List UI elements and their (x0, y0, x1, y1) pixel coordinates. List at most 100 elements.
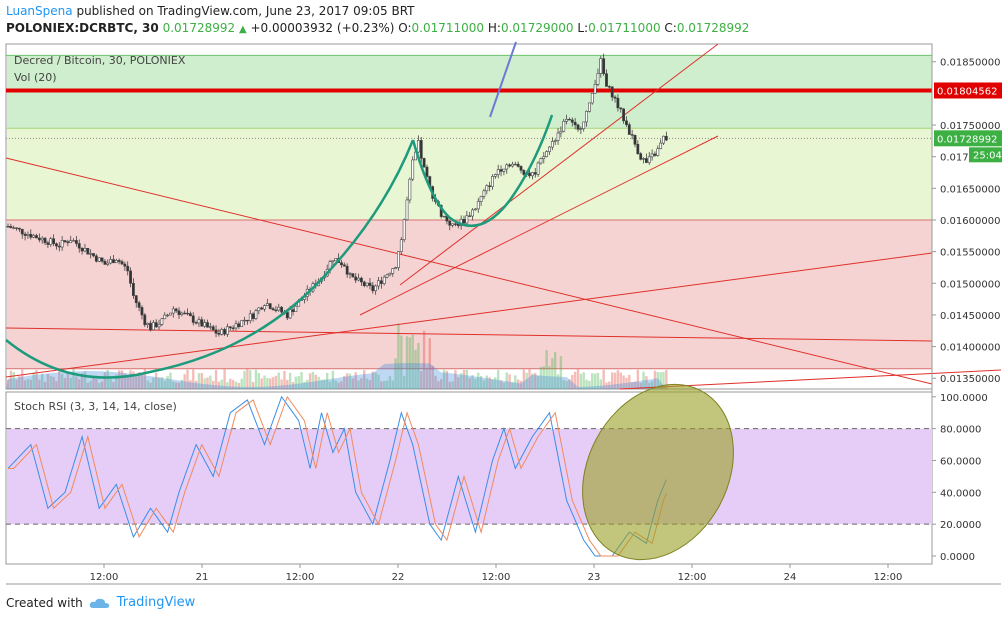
candle-body (183, 312, 187, 315)
volume-bar (454, 370, 457, 389)
candle-body (562, 120, 566, 132)
support-trendline[interactable] (359, 135, 719, 316)
candle-body (582, 121, 586, 130)
volume-bar (9, 370, 13, 389)
candle-body (359, 277, 363, 283)
volume-bar (648, 382, 651, 389)
candle-body (416, 140, 420, 153)
volume-bar (402, 375, 406, 389)
candle-body (129, 270, 132, 284)
volume-bar (194, 380, 198, 389)
cup-drawing (5, 114, 554, 379)
price-tick-label: 0.01450000 (940, 311, 1000, 322)
candle-body (642, 158, 645, 160)
candle-body (471, 209, 474, 217)
candle-body (49, 238, 53, 245)
candle-body (251, 313, 255, 319)
candle-body (516, 163, 520, 167)
volume-bar (593, 373, 597, 389)
candle-body (280, 306, 284, 313)
volume-bar (602, 369, 605, 389)
high-label: H: (487, 21, 501, 35)
volume-bar (437, 381, 440, 389)
candle-body (644, 158, 648, 163)
volume-bar (639, 382, 642, 389)
candle-body (587, 102, 591, 112)
candle-body (625, 120, 628, 125)
low-label: L: (577, 21, 589, 35)
volume-bar (528, 369, 531, 389)
candle-body (622, 108, 626, 122)
volume-bar (6, 379, 10, 389)
candle-body (66, 241, 70, 244)
candle-body (112, 259, 115, 264)
candle-body (653, 153, 657, 156)
candle-body (348, 273, 352, 275)
volume-bar (451, 381, 454, 389)
volume-bar (536, 375, 540, 389)
volume-bar (217, 381, 221, 389)
stoch-d-line (8, 395, 667, 557)
candle-body (163, 314, 167, 320)
volume-bar (368, 380, 372, 389)
steep-support-line[interactable] (399, 43, 719, 286)
price-badge-text: 0.01728992 (937, 134, 997, 145)
candle-body (362, 281, 366, 287)
volume-bar (656, 372, 659, 389)
volume-bar (240, 378, 243, 389)
volume-bar (49, 376, 52, 389)
candle-body (214, 329, 218, 334)
candle-body (371, 285, 375, 292)
volume-bar (428, 338, 431, 389)
price-tick-label: 0.01400000 (940, 343, 1000, 354)
chart-canvas[interactable]: 0.018500000.017500000.017000000.01650000… (0, 0, 1007, 590)
candle-body (382, 276, 386, 284)
publisher-name[interactable]: LuanSpena (6, 4, 73, 18)
trend-lines (5, 41, 1002, 390)
candle-body (240, 320, 244, 327)
candle-body (379, 280, 383, 284)
volume-bar (283, 370, 286, 389)
candle-body (140, 307, 144, 316)
volume-bar (35, 370, 38, 389)
candle-body (476, 201, 480, 210)
candle-body (394, 267, 398, 269)
candle-body (533, 172, 537, 175)
volume-bar (52, 376, 55, 389)
candle-body (647, 156, 651, 163)
candle-body (72, 240, 75, 242)
volume-bar (263, 375, 266, 389)
cup-curve[interactable] (5, 139, 415, 379)
price-axis[interactable]: 0.018500000.017500000.017000000.01650000… (931, 44, 1002, 564)
candle-body (519, 166, 523, 171)
volume-bar (100, 381, 104, 389)
volume-bar (548, 366, 551, 389)
flat-trendline[interactable] (5, 327, 933, 342)
tradingview-brand[interactable]: TradingView (116, 595, 196, 610)
volume-bar (23, 380, 27, 389)
time-axis[interactable]: 12:00 21 12:00 22 12:00 23 12:00 24 12:00 (90, 564, 903, 583)
volume-bar (177, 382, 181, 389)
descending-trendline[interactable] (5, 157, 933, 385)
volume-bar (117, 370, 121, 389)
volume-bar (351, 378, 355, 389)
volume-bar (38, 379, 41, 389)
volume-bar (479, 375, 483, 389)
rsi-axis[interactable]: 100.0000 80.0000 60.0000 40.0000 20.0000 0.00… (932, 393, 988, 563)
volume-bar (611, 372, 614, 389)
lightgreen-zone (7, 128, 932, 220)
candle-body (419, 140, 423, 159)
volume-bar (619, 372, 622, 389)
volume-bar (12, 372, 15, 389)
handle-curve[interactable] (411, 114, 554, 228)
blue-projection-line[interactable] (489, 41, 517, 118)
candle-body (263, 305, 266, 310)
candle-body (488, 185, 492, 187)
volume-bar (414, 349, 417, 389)
volume-bar (246, 369, 249, 389)
rising-channel-line[interactable] (5, 252, 933, 378)
candle-body (220, 329, 224, 335)
highlight-ellipse[interactable] (553, 358, 763, 586)
volume-bar (149, 382, 152, 389)
stoch-k-line (7, 395, 667, 557)
